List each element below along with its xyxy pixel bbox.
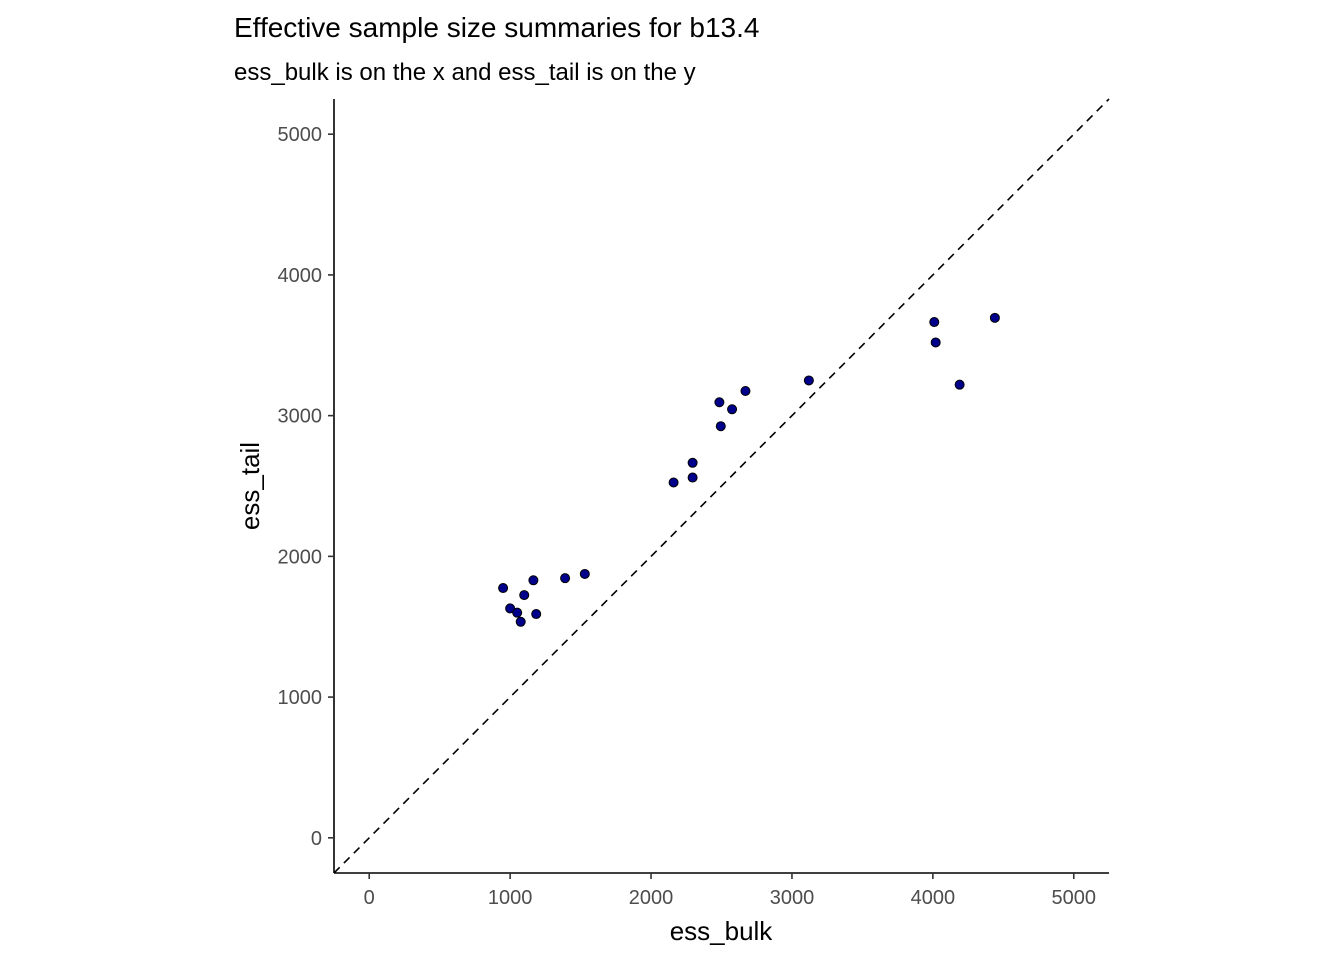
x-axis-title: ess_bulk — [670, 916, 774, 946]
data-point-20 — [954, 379, 965, 390]
y-tick-label-5000: 5000 — [278, 124, 323, 146]
y-tick-label-2000: 2000 — [278, 546, 323, 568]
data-point-4 — [515, 616, 526, 627]
data-point-6 — [528, 575, 539, 586]
data-point-11 — [687, 457, 698, 468]
data-point-5 — [519, 590, 530, 601]
data-point-15 — [727, 404, 738, 415]
x-tick-label-3000: 3000 — [770, 887, 815, 909]
y-tick-label-3000: 3000 — [278, 406, 323, 428]
data-point-16 — [740, 386, 751, 397]
data-point-18 — [929, 317, 940, 328]
data-point-3 — [512, 607, 523, 618]
chart-subtitle: ess_bulk is on the x and ess_tail is on … — [234, 59, 696, 86]
identity-reference-line — [333, 98, 1110, 874]
data-point-14 — [715, 421, 726, 432]
y-tick-label-0: 0 — [311, 828, 322, 850]
chart-title: Effective sample size summaries for b13.… — [234, 12, 759, 43]
x-tick-label-5000: 5000 — [1052, 887, 1097, 909]
data-point-12 — [687, 472, 698, 483]
x-tick-label-2000: 2000 — [629, 887, 674, 909]
y-axis-title: ess_tail — [235, 442, 265, 530]
y-tick-label-1000: 1000 — [278, 687, 323, 709]
x-tick-label-4000: 4000 — [911, 887, 956, 909]
data-point-7 — [531, 609, 542, 620]
data-point-8 — [560, 573, 571, 584]
y-tick-label-4000: 4000 — [278, 265, 323, 287]
reference-line-layer — [333, 98, 1110, 874]
data-point-19 — [930, 337, 941, 348]
data-point-17 — [803, 375, 814, 386]
x-tick-label-1000: 1000 — [488, 887, 533, 909]
data-point-13 — [714, 397, 725, 408]
data-point-10 — [668, 477, 679, 488]
data-point-1 — [498, 583, 509, 594]
axes-layer: 0 1000 2000 3000 4000 5000 0 1000 2000 3000 4000 50… — [278, 99, 1109, 909]
data-point-9 — [579, 568, 590, 579]
x-tick-label-0: 0 — [364, 887, 375, 909]
data-point-21 — [989, 312, 1000, 323]
points-layer — [498, 312, 1000, 627]
